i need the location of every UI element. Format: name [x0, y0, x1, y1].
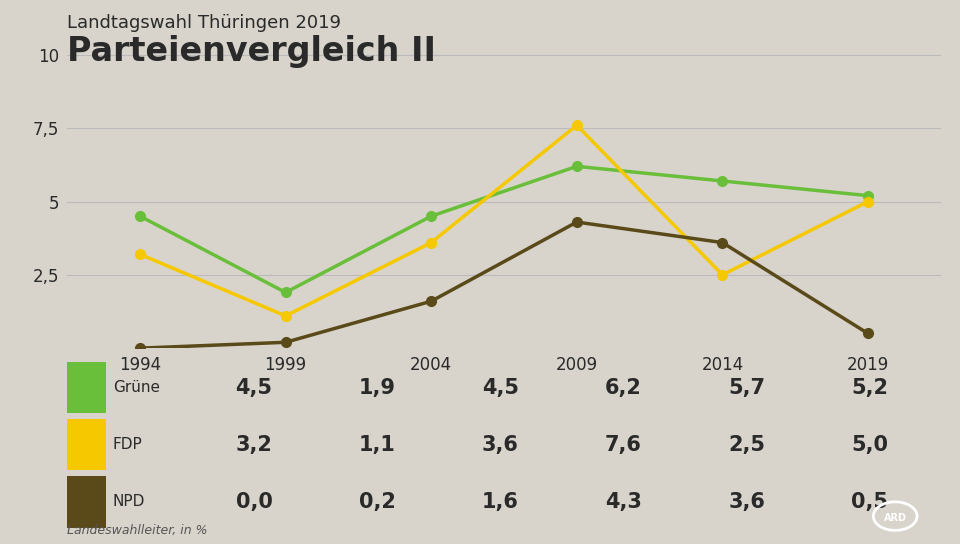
FancyBboxPatch shape	[67, 476, 106, 528]
Text: 5,7: 5,7	[728, 378, 765, 398]
Text: 1,9: 1,9	[359, 378, 396, 398]
FancyBboxPatch shape	[67, 419, 106, 471]
Text: ARD: ARD	[884, 513, 906, 523]
Text: 3,6: 3,6	[728, 492, 765, 512]
Text: Landeswahlleiter, in %: Landeswahlleiter, in %	[67, 524, 207, 537]
Text: 4,3: 4,3	[605, 492, 642, 512]
Text: 3,2: 3,2	[235, 435, 273, 455]
Text: 2,5: 2,5	[728, 435, 765, 455]
Text: 1,6: 1,6	[482, 492, 518, 512]
Text: 4,5: 4,5	[235, 378, 273, 398]
Text: FDP: FDP	[113, 437, 143, 452]
Text: 4,5: 4,5	[482, 378, 518, 398]
Text: 1,1: 1,1	[359, 435, 396, 455]
Text: Grüne: Grüne	[113, 380, 160, 395]
Text: 3,6: 3,6	[482, 435, 518, 455]
Text: 0,0: 0,0	[235, 492, 273, 512]
Text: 7,6: 7,6	[605, 435, 642, 455]
Text: 0,2: 0,2	[359, 492, 396, 512]
Text: 5,0: 5,0	[852, 435, 888, 455]
Text: Landtagswahl Thüringen 2019: Landtagswahl Thüringen 2019	[67, 14, 341, 32]
Text: 0,5: 0,5	[852, 492, 888, 512]
Text: NPD: NPD	[113, 494, 145, 509]
Text: 6,2: 6,2	[605, 378, 642, 398]
Text: 5,2: 5,2	[852, 378, 888, 398]
FancyBboxPatch shape	[67, 362, 106, 413]
Text: Parteienvergleich II: Parteienvergleich II	[67, 35, 436, 69]
